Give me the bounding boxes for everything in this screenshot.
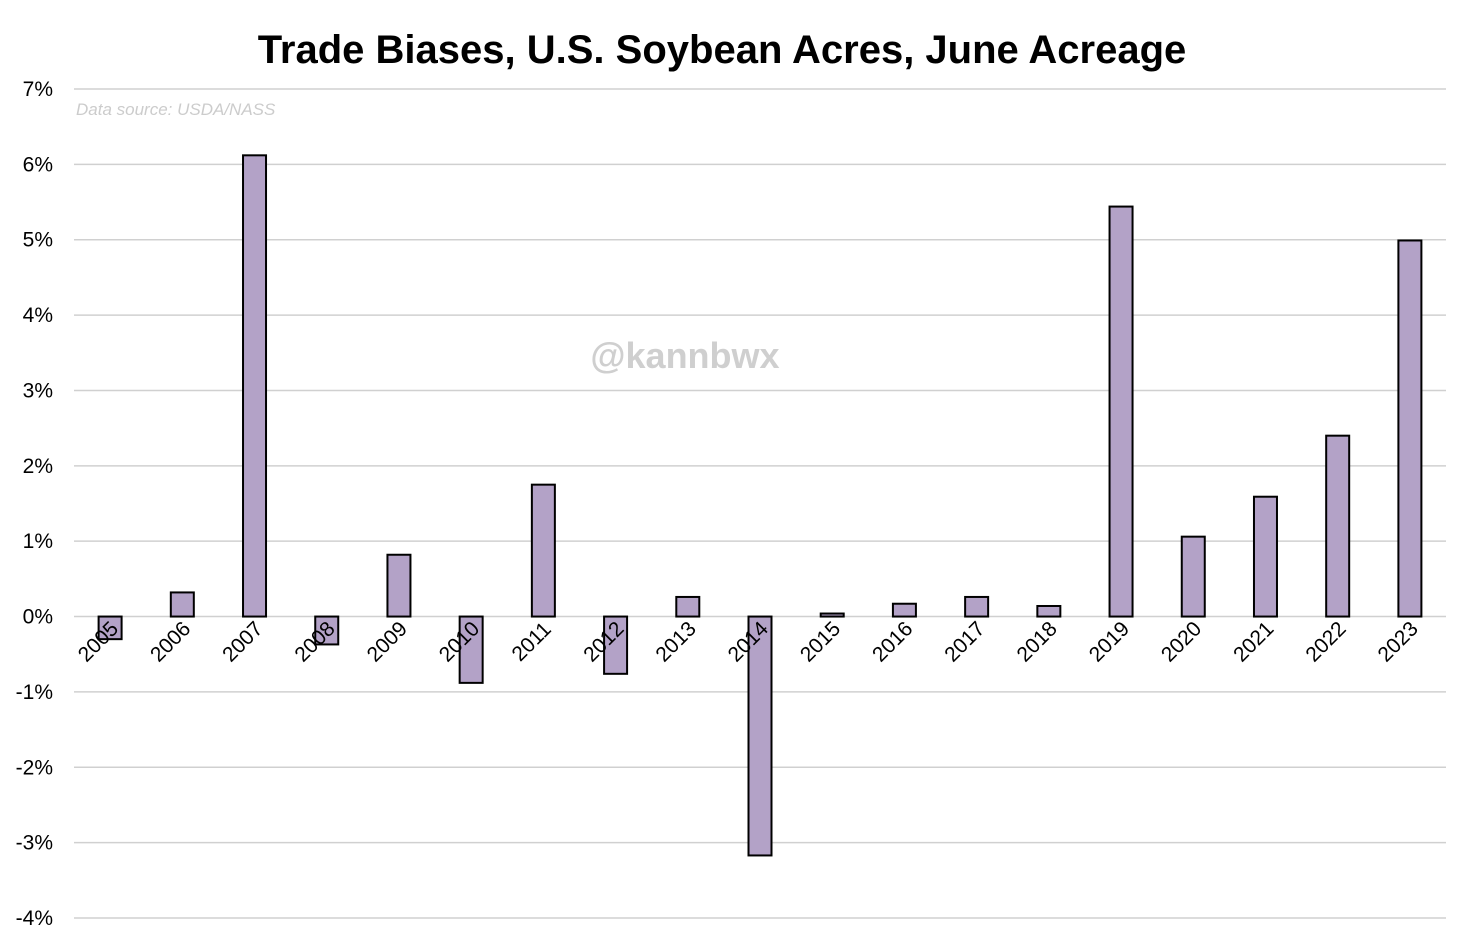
y-tick-label: -2%	[16, 756, 53, 779]
bar-2020	[1180, 535, 1206, 618]
y-tick-label: 2%	[23, 455, 53, 478]
x-tick-label: 2011	[508, 618, 556, 666]
x-tick-label: 2021	[1229, 617, 1278, 666]
x-tick-label: 2013	[651, 617, 700, 666]
bar-2018	[1036, 604, 1062, 618]
chart-title: Trade Biases, U.S. Soybean Acres, June A…	[257, 28, 1187, 72]
x-tick-label: 2016	[868, 617, 917, 666]
bar-2006	[169, 591, 195, 618]
bar-2005	[97, 615, 123, 641]
x-tick-label: 2009	[363, 617, 412, 666]
bar-2019	[1108, 205, 1134, 618]
bars	[97, 154, 1423, 857]
y-axis-labels: 7% 6% 5% 4% 3% 2% 1% 0% -1% -2% -3% -4%	[16, 78, 53, 930]
y-tick-label: -4%	[16, 907, 53, 930]
y-tick-label: 5%	[23, 229, 53, 252]
bar-2014	[747, 615, 773, 857]
y-tick-label: 6%	[23, 153, 53, 176]
watermark: @kannbwx	[590, 335, 779, 376]
bar-2007	[242, 154, 268, 618]
bar-2023	[1397, 239, 1423, 618]
bar-2012	[603, 615, 629, 675]
bar-2016	[891, 602, 917, 618]
bar-2011	[530, 483, 556, 618]
y-tick-label: 7%	[23, 78, 53, 101]
bar-2009	[386, 553, 412, 618]
x-tick-label: 2018	[1013, 617, 1062, 666]
source-note: Data source: USDA/NASS	[76, 100, 276, 119]
bar-2022	[1325, 434, 1351, 618]
y-tick-label: 0%	[23, 606, 53, 629]
x-tick-label: 2022	[1301, 617, 1350, 666]
y-tick-label: 1%	[23, 530, 53, 553]
bar-2021	[1252, 495, 1278, 618]
y-tick-label: -1%	[16, 681, 53, 704]
bar-2013	[675, 595, 701, 618]
x-tick-label: 2007	[218, 617, 267, 666]
bar-2010	[458, 615, 484, 684]
y-tick-label: 3%	[23, 379, 53, 402]
x-tick-label: 2015	[796, 617, 845, 666]
y-tick-label: -3%	[16, 832, 53, 855]
x-tick-label: 2020	[1157, 617, 1206, 666]
y-tick-label: 4%	[23, 304, 53, 327]
x-tick-label: 2023	[1374, 617, 1423, 666]
bar-2008	[314, 615, 340, 646]
x-tick-label: 2017	[940, 617, 989, 666]
x-tick-label: 2006	[146, 617, 195, 666]
bar-2017	[964, 595, 990, 618]
bar-2015	[819, 612, 845, 618]
x-tick-label: 2019	[1085, 617, 1134, 666]
